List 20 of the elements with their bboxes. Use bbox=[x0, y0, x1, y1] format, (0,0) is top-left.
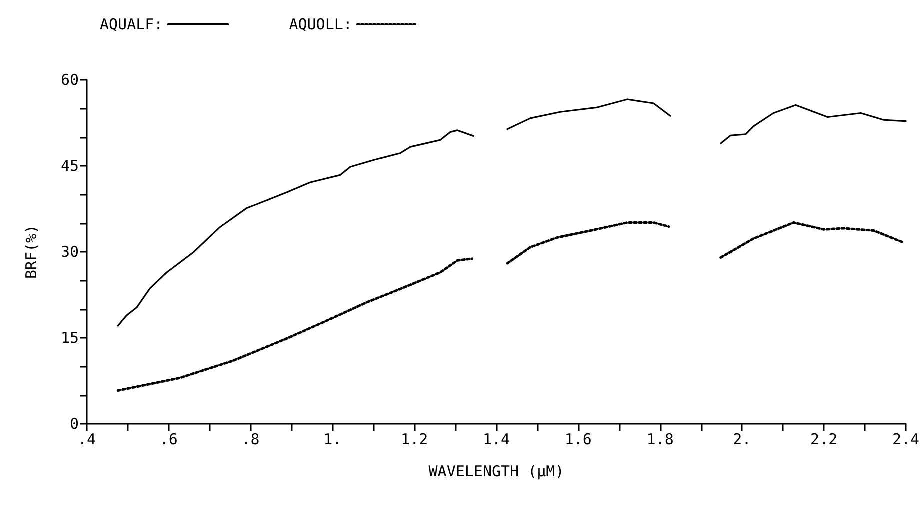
y-axis-title: BRF(%) bbox=[22, 224, 40, 280]
x-tick-label: .8 bbox=[242, 430, 260, 448]
x-tick-label: 2.2 bbox=[810, 430, 838, 448]
y-tick-label: 0 bbox=[70, 415, 79, 433]
x-tick-label: 2.4 bbox=[892, 430, 920, 448]
x-tick-label: .6 bbox=[160, 430, 178, 448]
legend-label: AQUOLL: bbox=[289, 16, 352, 34]
x-axis-title: WAVELENGTH (µM) bbox=[428, 462, 564, 480]
legend-label: AQUALF: bbox=[100, 16, 164, 34]
x-tick-label: 1. bbox=[324, 430, 342, 448]
x-tick-label: 2. bbox=[733, 430, 752, 448]
x-tick-label: 1.8 bbox=[646, 430, 674, 448]
y-tick-label: 60 bbox=[60, 71, 79, 89]
x-tick-label: .4 bbox=[78, 430, 96, 448]
x-tick-label: 1.6 bbox=[564, 430, 592, 448]
x-tick-label: 1.2 bbox=[401, 430, 428, 448]
y-tick-label: 15 bbox=[60, 329, 79, 347]
y-tick-label: 30 bbox=[60, 243, 79, 261]
x-tick-label: 1.4 bbox=[482, 430, 510, 448]
y-tick-label: 45 bbox=[60, 157, 79, 175]
